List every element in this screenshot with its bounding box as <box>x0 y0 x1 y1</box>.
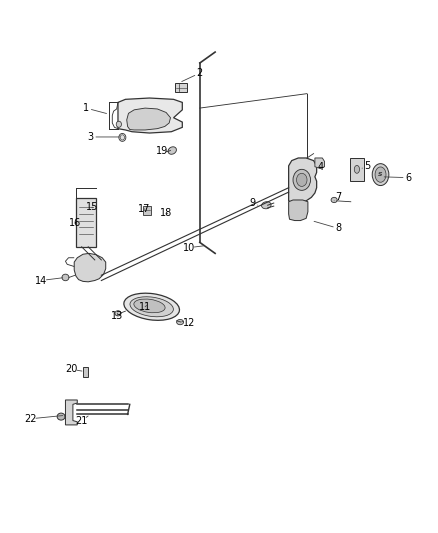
FancyBboxPatch shape <box>75 198 96 247</box>
Ellipse shape <box>134 299 165 313</box>
Ellipse shape <box>296 173 306 187</box>
Ellipse shape <box>130 297 173 317</box>
Ellipse shape <box>124 293 179 320</box>
Ellipse shape <box>292 169 310 190</box>
Polygon shape <box>118 98 182 133</box>
Ellipse shape <box>115 311 121 316</box>
Ellipse shape <box>353 165 359 173</box>
Ellipse shape <box>120 135 124 140</box>
Text: 20: 20 <box>65 365 78 374</box>
Text: 19: 19 <box>155 146 167 156</box>
Text: 9: 9 <box>249 198 255 208</box>
Ellipse shape <box>57 413 65 420</box>
Ellipse shape <box>374 167 385 182</box>
Polygon shape <box>65 400 77 425</box>
Text: 12: 12 <box>182 318 194 327</box>
Polygon shape <box>288 200 307 221</box>
Polygon shape <box>288 158 316 203</box>
Text: 13: 13 <box>111 311 124 320</box>
Polygon shape <box>127 108 170 130</box>
Text: 21: 21 <box>75 416 88 425</box>
Ellipse shape <box>371 164 388 185</box>
Polygon shape <box>314 158 324 168</box>
Text: 10: 10 <box>182 243 194 253</box>
Ellipse shape <box>62 274 69 281</box>
Ellipse shape <box>330 197 336 203</box>
Text: 2: 2 <box>196 68 202 78</box>
FancyBboxPatch shape <box>143 206 150 215</box>
Ellipse shape <box>116 121 121 127</box>
Text: 7: 7 <box>335 192 341 203</box>
Text: 11: 11 <box>139 302 151 312</box>
Text: 4: 4 <box>316 161 322 172</box>
Text: 3: 3 <box>87 132 93 142</box>
Text: 6: 6 <box>405 173 411 183</box>
Text: 1: 1 <box>83 103 89 113</box>
Ellipse shape <box>168 147 176 154</box>
FancyBboxPatch shape <box>349 158 363 181</box>
Polygon shape <box>74 253 106 282</box>
Text: 5: 5 <box>364 161 370 171</box>
Text: 14: 14 <box>35 276 47 286</box>
Text: S: S <box>378 172 382 177</box>
FancyBboxPatch shape <box>175 83 187 92</box>
Text: 8: 8 <box>335 223 341 233</box>
Ellipse shape <box>261 201 271 209</box>
Ellipse shape <box>176 319 183 325</box>
Text: 17: 17 <box>138 204 150 214</box>
Text: 16: 16 <box>69 218 81 228</box>
Text: 18: 18 <box>159 208 172 218</box>
Text: 22: 22 <box>24 414 37 424</box>
Text: 15: 15 <box>85 203 98 213</box>
FancyBboxPatch shape <box>82 367 88 377</box>
